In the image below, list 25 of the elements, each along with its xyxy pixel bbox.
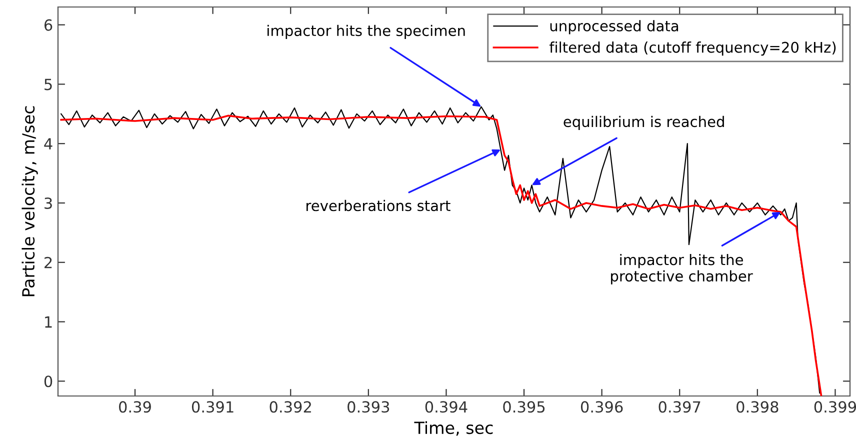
y-tick-label: 6 — [44, 19, 52, 31]
x-tick-label: 0.398 — [736, 401, 778, 413]
x-tick-label: 0.39 — [119, 401, 151, 413]
x-tick-label: 0.392 — [270, 401, 311, 413]
x-tick-label: 0.394 — [425, 401, 468, 413]
annotation: impactor hits the protective chamber — [611, 254, 753, 284]
legend-label: filtered data (cutoff frequency=20 kHz) — [549, 42, 836, 56]
y-tick-label: 0 — [44, 376, 52, 388]
y-axis-title: Particle velocity, m/sec — [22, 106, 38, 296]
x-axis-title: Time, sec — [414, 421, 493, 436]
y-tick-label: 5 — [44, 78, 52, 90]
annotation: equilibrium is reached — [564, 116, 724, 130]
x-tick-label: 0.391 — [192, 401, 234, 413]
annotation: reverberations start — [306, 200, 450, 212]
y-tick-label: 3 — [44, 197, 52, 210]
legend-label: unprocessed data — [550, 20, 678, 34]
y-tick-label: 1 — [45, 316, 52, 328]
x-tick-label: 0.395 — [503, 401, 545, 413]
x-tick-label: 0.399 — [814, 401, 856, 413]
y-tick-label: 2 — [44, 256, 52, 268]
y-tick-label: 4 — [44, 138, 52, 150]
annotation: impactor hits the specimen — [268, 24, 465, 39]
x-tick-label: 0.393 — [348, 401, 390, 413]
x-tick-label: 0.397 — [658, 401, 700, 413]
x-tick-label: 0.396 — [580, 401, 623, 413]
